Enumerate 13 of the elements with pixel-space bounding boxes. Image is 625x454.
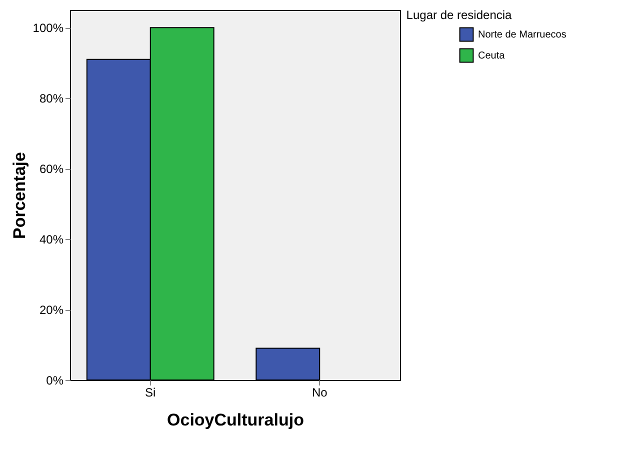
y-tick-label: 80% bbox=[39, 92, 64, 106]
y-tick-label: 0% bbox=[46, 374, 64, 388]
y-tick-label: 60% bbox=[39, 162, 64, 176]
x-tick-label: No bbox=[312, 386, 328, 400]
legend-label: Ceuta bbox=[478, 50, 506, 62]
y-axis-title: Porcentaje bbox=[10, 152, 29, 239]
y-tick-label: 40% bbox=[39, 232, 64, 247]
legend-title: Lugar de residencia bbox=[406, 8, 512, 22]
y-tick-label: 20% bbox=[39, 303, 64, 318]
y-tick-label: 100% bbox=[32, 21, 64, 36]
x-tick-label: Si bbox=[145, 386, 156, 400]
legend-label: Norte de Marruecos bbox=[478, 30, 566, 40]
x-axis-title: OcioyCulturalujo bbox=[167, 410, 304, 430]
